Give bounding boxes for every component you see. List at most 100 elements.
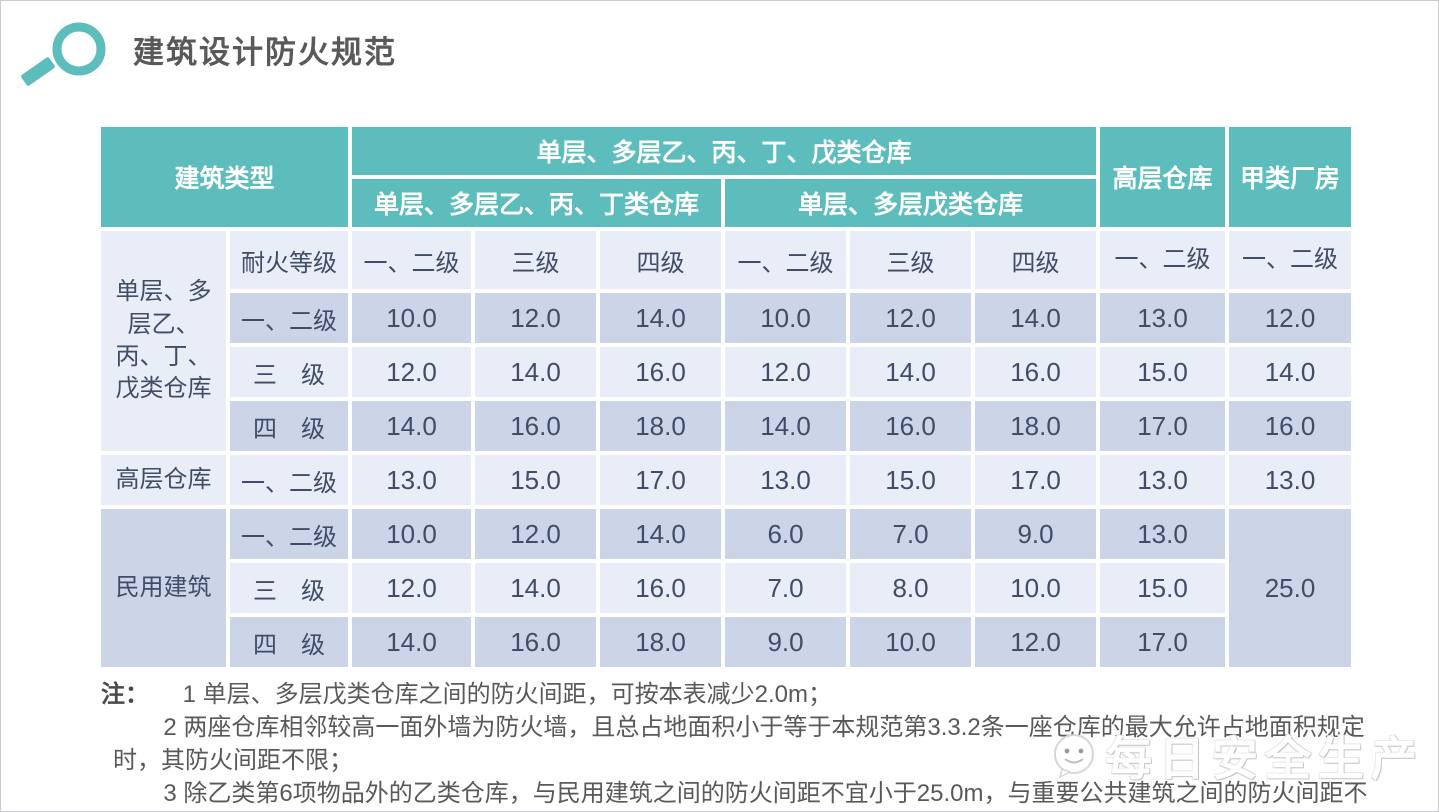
rating-cell: 三 级: [230, 563, 349, 613]
value-cell: 15.0: [1100, 347, 1226, 397]
value-cell: 13.0: [1100, 509, 1226, 559]
rating-cell: 四 级: [230, 401, 349, 451]
value-cell: 12.0: [352, 563, 472, 613]
notes-section: 注： 1 单层、多层戊类仓库之间的防火间距，可按本表减少2.0m； 2 两座仓库相…: [101, 678, 1373, 811]
value-cell: 10.0: [975, 563, 1097, 613]
value-cell: 17.0: [1100, 401, 1226, 451]
value-cell: 14.0: [600, 293, 722, 343]
row-group-label-high-rise: 高层仓库: [101, 455, 226, 505]
header-warehouse-bcd: 单层、多层乙、丙、丁类仓库: [352, 179, 722, 227]
value-cell: 16.0: [475, 401, 597, 451]
magnifier-icon: [21, 22, 106, 86]
rating-cell: 四 级: [230, 617, 349, 667]
table-row: 三 级 12.0 14.0 16.0 12.0 14.0 16.0 15.0 1…: [101, 347, 1352, 397]
table-row: 三 级 12.0 14.0 16.0 7.0 8.0 10.0 15.0: [101, 563, 1351, 613]
value-cell: 14.0: [975, 293, 1097, 343]
row-group-label-warehouses: 单层、多层乙、丙、丁、戊类仓库: [101, 231, 226, 451]
rating-cell: 三 级: [230, 347, 349, 397]
rating-cell: 一、二级: [230, 509, 349, 559]
subheader-col: 三级: [850, 231, 972, 289]
value-cell: 18.0: [600, 401, 722, 451]
header-building-type: 建筑类型: [101, 127, 349, 227]
value-cell: 12.0: [725, 347, 847, 397]
value-cell: 16.0: [600, 563, 722, 613]
value-cell: 13.0: [1100, 455, 1226, 505]
rating-cell: 一、二级: [230, 455, 349, 505]
value-cell: 16.0: [850, 401, 972, 451]
subheader-col: 一、二级: [1100, 231, 1226, 289]
value-cell: 9.0: [975, 509, 1097, 559]
value-cell: 13.0: [725, 455, 847, 505]
header-warehouse-e: 单层、多层戊类仓库: [725, 179, 1097, 227]
fire-separation-table: 建筑类型 单层、多层乙、丙、丁、戊类仓库 高层仓库 甲类厂房 单层、多层乙、丙、…: [97, 123, 1356, 671]
value-cell: 6.0: [725, 509, 847, 559]
page-title: 建筑设计防火规范: [133, 34, 397, 70]
value-cell: 15.0: [850, 455, 972, 505]
value-cell: 13.0: [1100, 293, 1226, 343]
value-cell: 7.0: [850, 509, 972, 559]
value-cell: 8.0: [850, 563, 972, 613]
value-cell: 14.0: [1229, 347, 1352, 397]
table-header-row-2: 单层、多层乙、丙、丁类仓库 单层、多层戊类仓库: [101, 179, 1351, 227]
table-row: 民用建筑 一、二级 10.0 12.0 14.0 6.0 7.0 9.0 13.…: [101, 509, 1352, 667]
note-item-1: 1 单层、多层戊类仓库之间的防火间距，可按本表减少2.0m；: [182, 681, 832, 708]
subheader-col: 三级: [475, 231, 597, 289]
value-cell: 14.0: [850, 347, 972, 397]
value-cell: 9.0: [725, 617, 847, 667]
header-warehouse-group: 单层、多层乙、丙、丁、戊类仓库: [352, 127, 1097, 175]
value-cell: 17.0: [975, 455, 1097, 505]
value-cell: 12.0: [975, 617, 1097, 667]
value-cell: 12.0: [475, 509, 597, 559]
value-cell: 18.0: [975, 401, 1097, 451]
value-cell: 13.0: [1229, 455, 1352, 505]
notes-label: 注：: [101, 681, 149, 708]
subheader-col: 一、二级: [725, 231, 847, 289]
table-row: 一、二级 10.0 12.0 14.0 10.0 12.0 14.0 13.0 …: [101, 293, 1352, 343]
value-cell: 10.0: [352, 293, 472, 343]
value-cell: 7.0: [725, 563, 847, 613]
row-group-label-civil: 民用建筑: [101, 509, 226, 667]
value-cell: 16.0: [475, 617, 597, 667]
value-cell: 16.0: [600, 347, 722, 397]
table-row: 高层仓库 一、二级 13.0 15.0 17.0 13.0 15.0 17.0 …: [101, 455, 1352, 505]
value-cell: 12.0: [850, 293, 972, 343]
note-line-1: 注： 1 单层、多层戊类仓库之间的防火间距，可按本表减少2.0m；: [101, 678, 1373, 711]
value-cell: 14.0: [475, 347, 597, 397]
value-cell: 15.0: [1100, 563, 1226, 613]
value-cell: 12.0: [475, 293, 597, 343]
value-cell: 15.0: [475, 455, 597, 505]
subheader-col: 一、二级: [1229, 231, 1352, 289]
value-cell: 14.0: [352, 617, 472, 667]
value-cell: 16.0: [975, 347, 1097, 397]
note-item-3: 3 除乙类第6项物品外的乙类仓库，与民用建筑之间的防火间距不宜小于25.0m，与…: [163, 780, 1368, 807]
slide-title-block: 建筑设计防火规范: [1, 1, 1438, 97]
subheader-row: 单层、多层乙、丙、丁、戊类仓库 耐火等级 一、二级 三级 四级 一、二级 三级 …: [101, 231, 1352, 451]
merged-value-cell-class-a: 25.0: [1229, 509, 1352, 667]
value-cell: 14.0: [725, 401, 847, 451]
value-cell: 17.0: [600, 455, 722, 505]
value-cell: 12.0: [352, 347, 472, 397]
value-cell: 16.0: [1229, 401, 1352, 451]
value-cell: 10.0: [352, 509, 472, 559]
table-row: 四 级 14.0 16.0 18.0 9.0 10.0 12.0 17.0: [101, 617, 1351, 667]
table-row: 四 级 14.0 16.0 18.0 14.0 16.0 18.0 17.0 1…: [101, 401, 1352, 451]
value-cell: 14.0: [600, 509, 722, 559]
value-cell: 14.0: [352, 401, 472, 451]
value-cell: 12.0: [1229, 293, 1352, 343]
value-cell: 18.0: [600, 617, 722, 667]
value-cell: 10.0: [850, 617, 972, 667]
header-high-rise-warehouse: 高层仓库: [1100, 127, 1226, 227]
note-item-2: 2 两座仓库相邻较高一面外墙为防火墙，且总占地面积小于等于本规范第3.3.2条一…: [113, 714, 1365, 774]
value-cell: 10.0: [725, 293, 847, 343]
header-class-a-plant: 甲类厂房: [1229, 127, 1352, 227]
value-cell: 14.0: [475, 563, 597, 613]
table-header-row-1: 建筑类型 单层、多层乙、丙、丁、戊类仓库 高层仓库 甲类厂房: [101, 127, 1352, 227]
rating-cell: 一、二级: [230, 293, 349, 343]
value-cell: 17.0: [1100, 617, 1226, 667]
subheader-col: 一、二级: [352, 231, 472, 289]
value-cell: 13.0: [352, 455, 472, 505]
subheader-col: 四级: [600, 231, 722, 289]
subheader-col: 四级: [975, 231, 1097, 289]
subheader-fire-rating: 耐火等级: [230, 231, 349, 289]
